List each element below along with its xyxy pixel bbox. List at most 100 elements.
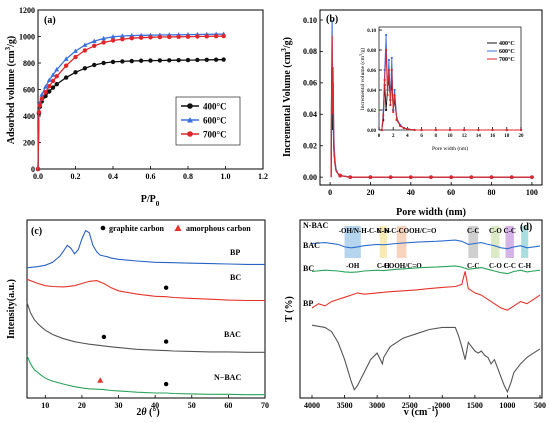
panel-c-xrd-chart: 10 20 30 40 50 60 70 BP BC BAC N−BAC (c) graphite… bbox=[6, 219, 269, 418]
panel-a-point bbox=[46, 77, 52, 83]
panel-b-ytick-label: 0.08 bbox=[303, 47, 317, 56]
panel-b-xtick-label: 80 bbox=[488, 188, 496, 197]
panel-b-pore-distribution-chart: 0 20 40 60 80 1000.000.020.040.060.080.10 (b)… bbox=[280, 9, 543, 218]
panel-b-inset-xtick-label: 6 bbox=[420, 134, 423, 139]
panel-c-xtick-label: 70 bbox=[261, 401, 269, 410]
panel-c-graphite-marker bbox=[163, 381, 169, 387]
panel-b-inset-ytick-label: 0.02 bbox=[367, 109, 376, 114]
panel-a-legend-text-600: 600°C bbox=[203, 116, 227, 126]
panel-a-point bbox=[221, 57, 226, 62]
panel-d-series-line-3 bbox=[311, 324, 541, 394]
panel-c-legend-amorphous-marker bbox=[174, 224, 182, 231]
panel-b-inset-point bbox=[380, 128, 383, 132]
panel-b-inset-xtick-label: 8 bbox=[435, 134, 438, 139]
panel-b-ytick-label: 0.06 bbox=[303, 79, 317, 88]
panel-a-point bbox=[110, 34, 116, 39]
panel-a-xtick-label: 0.0 bbox=[33, 172, 43, 181]
panel-b-inset-point bbox=[387, 58, 391, 62]
panel-b-inset-point bbox=[448, 128, 452, 132]
panel-b-inset-xtick-label: 16 bbox=[490, 134, 496, 139]
panel-d-band-top-label: C-O bbox=[489, 227, 502, 235]
panel-d-series-label: BP bbox=[303, 299, 313, 308]
panel-a-legend-entry-400: 400°C bbox=[181, 102, 227, 112]
panel-c-series-label: BP bbox=[230, 248, 240, 257]
panel-d-band-top-label: -OH/N-H bbox=[339, 227, 368, 235]
panel-a-ytick-label: 0 bbox=[31, 165, 35, 174]
panel-b-point bbox=[429, 175, 433, 179]
panel-d-xtick-label: 3500 bbox=[337, 401, 353, 410]
panel-a-ytick-label: 800 bbox=[23, 59, 35, 68]
panel-b-inset-point bbox=[393, 93, 396, 97]
panel-c-legend-amorphous-text: amorphous carbon bbox=[186, 224, 251, 233]
panel-c-xtick-label: 20 bbox=[78, 401, 86, 410]
panel-a-point bbox=[129, 36, 134, 41]
panel-c-amorphous-marker bbox=[97, 377, 104, 383]
panel-a-point bbox=[110, 59, 116, 65]
panel-b-ylabel: Incremental Volume (cm3/g) bbox=[280, 37, 293, 157]
panel-d-xtick-label: 3000 bbox=[369, 401, 385, 410]
panel-c-series-label: BAC bbox=[224, 330, 241, 339]
panel-b-inset-ytick-label: 0.00 bbox=[367, 129, 376, 134]
panel-a-ytick-label: 200 bbox=[23, 138, 35, 147]
panel-b-inset-point bbox=[505, 128, 508, 132]
panel-d-xtick-label: 1500 bbox=[467, 401, 483, 410]
panel-d-tick-group: 4000 3500 3000 2500 2000 1500 1000 500 bbox=[304, 395, 546, 410]
panel-d-band bbox=[521, 226, 529, 258]
panel-b-label: (b) bbox=[326, 14, 338, 25]
panel-b-inset-point bbox=[389, 103, 392, 107]
panel-d-band-top-label: C-C bbox=[467, 227, 479, 235]
panel-a-point bbox=[129, 58, 134, 64]
panel-a-legend-marker-400 bbox=[187, 103, 193, 109]
panel-b-point bbox=[469, 175, 474, 179]
panel-b-inset-xtick-label: 10 bbox=[448, 134, 454, 139]
panel-c-series-line-0 bbox=[26, 229, 265, 269]
panel-d-plot-frame bbox=[299, 219, 543, 399]
panel-d-xtick-label: 500 bbox=[534, 401, 546, 410]
panel-b-point bbox=[530, 175, 534, 179]
panel-a-point bbox=[176, 58, 181, 63]
panel-a-legend-entry-600: 600°C bbox=[181, 116, 227, 126]
panel-b-inset-tick-group: 0 2 4 6 8 10 12 14 16 18 20 0.00 0.02 0.04 0.06 0.08 0.1… bbox=[367, 29, 524, 139]
panel-a-ytick-label: 1000 bbox=[19, 32, 35, 41]
panel-a-point bbox=[120, 59, 125, 64]
panel-a-point bbox=[221, 33, 226, 39]
panel-b-point bbox=[409, 175, 413, 179]
panel-b-inset-point bbox=[477, 128, 480, 132]
panel-b-plot-frame bbox=[319, 9, 543, 186]
panel-a-point bbox=[176, 34, 181, 39]
panel-c-legend-graphite-marker bbox=[100, 225, 106, 231]
panel-d-band-bottom-label: C-H bbox=[377, 262, 390, 270]
panel-b-inset-point bbox=[392, 110, 395, 114]
panel-a-point bbox=[73, 48, 78, 53]
panel-a-point bbox=[185, 34, 191, 39]
panel-c-legend: graphite carbon amorphous carbon bbox=[100, 224, 251, 233]
panel-b-ytick-label: 0.04 bbox=[303, 110, 317, 119]
panel-c-xtick-label: 10 bbox=[41, 401, 49, 410]
panel-d-xtick-label: 4000 bbox=[304, 401, 320, 410]
panel-d-series-label: N-BAC bbox=[303, 221, 329, 230]
panel-b-xtick-label: 60 bbox=[447, 188, 455, 197]
panel-d-band-top-label: C-H bbox=[377, 227, 390, 235]
panel-a-point bbox=[204, 57, 209, 63]
panel-c-xtick-label: 40 bbox=[151, 401, 159, 410]
panel-a-xtick-label: 1.0 bbox=[221, 172, 231, 181]
panel-b-inset-point bbox=[390, 68, 393, 72]
panel-b-inset-point bbox=[385, 48, 388, 52]
panel-b-inset-point bbox=[406, 127, 409, 131]
panel-b-inset-point bbox=[491, 128, 494, 132]
panel-a-ytick-label: 600 bbox=[23, 85, 35, 94]
panel-d-band-bottom-label: -OH bbox=[346, 262, 360, 270]
panel-d-band bbox=[344, 226, 361, 258]
panel-c-xtick-label: 60 bbox=[224, 401, 232, 410]
panel-a-ytick-label: 400 bbox=[23, 112, 35, 121]
panel-a-ytick-label: 1200 bbox=[19, 6, 35, 15]
panel-d-band bbox=[505, 226, 514, 258]
panel-a-point bbox=[82, 42, 88, 47]
panel-a-point bbox=[157, 58, 163, 63]
panel-a-xtick-label: 0.2 bbox=[71, 172, 81, 181]
panel-a-series-group bbox=[35, 31, 227, 172]
panel-a-xtick-label: 1.2 bbox=[258, 172, 268, 181]
panel-b-inset-chart: 0 2 4 6 8 10 12 14 16 18 20 0.00 0.02 0.04 0.06 0.08 0.1… bbox=[358, 26, 524, 152]
panel-d-band bbox=[396, 226, 407, 258]
panel-b-point bbox=[489, 175, 494, 179]
